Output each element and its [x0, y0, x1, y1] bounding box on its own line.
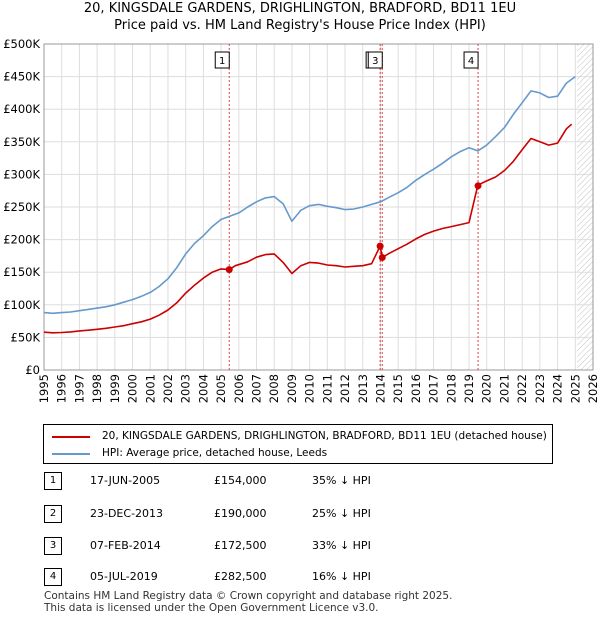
y-tick-label: £250K	[3, 200, 40, 214]
y-tick-label: £50K	[11, 330, 41, 344]
x-tick-label: 2021	[497, 374, 511, 403]
x-tick-label: 2000	[126, 374, 140, 403]
x-tick-label: 2025	[568, 374, 582, 403]
transaction-label: 4	[468, 56, 474, 67]
y-tick-label: £350K	[3, 135, 40, 149]
x-tick-label: 2026	[586, 374, 600, 403]
x-tick-label: 2023	[533, 374, 547, 403]
chart-title-line2: Price paid vs. HM Land Registry's House …	[114, 18, 486, 33]
x-tick-label: 2005	[214, 374, 228, 403]
transaction-hpi-diff: 16% ↓ HPI	[312, 570, 371, 583]
y-tick-label: £450K	[3, 70, 40, 84]
x-tick-label: 2019	[462, 374, 476, 403]
x-tick-label: 1996	[55, 374, 69, 403]
x-tick-label: 2008	[267, 374, 281, 403]
x-tick-label: 2022	[515, 374, 529, 403]
x-tick-label: 2004	[196, 374, 210, 403]
transaction-price: £172,500	[214, 539, 267, 552]
y-tick-label: £400K	[3, 102, 40, 116]
transaction-badge: 4	[44, 568, 62, 586]
x-tick-label: 2016	[409, 374, 423, 403]
x-tick-label: 2003	[179, 374, 193, 403]
transaction-label-box	[463, 51, 479, 69]
transaction-label-box	[367, 51, 383, 69]
x-tick-label: 2007	[250, 374, 264, 403]
y-tick-label: £500K	[3, 37, 40, 51]
series-line-price_paid	[43, 123, 573, 334]
x-tick-label: 2010	[303, 374, 317, 403]
x-tick-label: 2002	[161, 374, 175, 403]
chart-legend: 20, KINGSDALE GARDENS, DRIGHLINGTON, BRA…	[43, 424, 553, 464]
x-tick-label: 2011	[320, 374, 334, 403]
legend-swatch-hpi	[52, 453, 90, 455]
transaction-point	[474, 182, 482, 190]
y-tick-label: £200K	[3, 233, 40, 247]
transaction-badge: 1	[44, 472, 62, 490]
y-tick-label: £100K	[3, 298, 40, 312]
transaction-date: 07-FEB-2014	[90, 539, 161, 552]
transaction-badge: 2	[44, 505, 62, 523]
table-row: 1 17-JUN-2005 £154,000 35% ↓ HPI	[44, 472, 544, 490]
transaction-hpi-diff: 25% ↓ HPI	[312, 507, 371, 520]
series-line-hpi	[43, 75, 576, 315]
transaction-price: £282,500	[214, 570, 267, 583]
transaction-hpi-diff: 33% ↓ HPI	[312, 539, 371, 552]
table-row: 4 05-JUL-2019 £282,500 16% ↓ HPI	[44, 568, 544, 586]
legend-label-hpi: HPI: Average price, detached house, Leed…	[102, 447, 328, 459]
transaction-price: £190,000	[214, 507, 267, 520]
x-tick-label: 2020	[480, 374, 494, 403]
y-tick-label: £0	[25, 363, 40, 377]
y-tick-label: £150K	[3, 265, 40, 279]
x-tick-label: 2013	[356, 374, 370, 403]
chart-title-line1: 20, KINGSDALE GARDENS, DRIGHLINGTON, BRA…	[83, 1, 517, 16]
transaction-price: £154,000	[214, 474, 267, 487]
transaction-label: 1	[219, 56, 225, 67]
y-tick-label: £300K	[3, 167, 40, 181]
x-tick-label: 2012	[338, 374, 352, 403]
transaction-label-box	[214, 51, 230, 69]
transaction-point	[376, 242, 384, 250]
price-chart: £0 £50K £100K £150K £200K £250K £300K £350K £400…	[3, 37, 600, 403]
x-tick-label: 2018	[444, 374, 458, 403]
legend-swatch-price-paid	[52, 436, 90, 438]
x-tick-label: 2009	[285, 374, 299, 403]
transaction-date: 05-JUL-2019	[90, 570, 158, 583]
footer-copyright: Contains HM Land Registry data © Crown c…	[44, 590, 453, 602]
transaction-point	[378, 254, 386, 262]
plot-border	[43, 43, 594, 371]
x-tick-label: 1995	[37, 374, 51, 403]
transaction-hpi-diff: 35% ↓ HPI	[312, 474, 371, 487]
x-tick-label: 2014	[373, 374, 387, 403]
x-tick-label: 1999	[108, 374, 122, 403]
table-row: 3 07-FEB-2014 £172,500 33% ↓ HPI	[44, 537, 544, 555]
x-tick-label: 1998	[90, 374, 104, 403]
x-tick-label: 1997	[72, 374, 86, 403]
x-tick-label: 2001	[143, 374, 157, 403]
table-row: 2 23-DEC-2013 £190,000 25% ↓ HPI	[44, 505, 544, 523]
transaction-badge: 3	[44, 537, 62, 555]
x-tick-label: 2015	[391, 374, 405, 403]
transaction-label: 3	[372, 56, 378, 67]
transaction-date: 17-JUN-2005	[90, 474, 161, 487]
footer-license: This data is licensed under the Open Gov…	[44, 602, 379, 614]
x-tick-label: 2024	[551, 374, 565, 403]
transaction-date: 23-DEC-2013	[90, 507, 164, 520]
x-tick-label: 2017	[427, 374, 441, 403]
legend-label-price-paid: 20, KINGSDALE GARDENS, DRIGHLINGTON, BRA…	[102, 430, 547, 442]
x-tick-label: 2006	[232, 374, 246, 403]
transaction-point	[225, 266, 233, 274]
